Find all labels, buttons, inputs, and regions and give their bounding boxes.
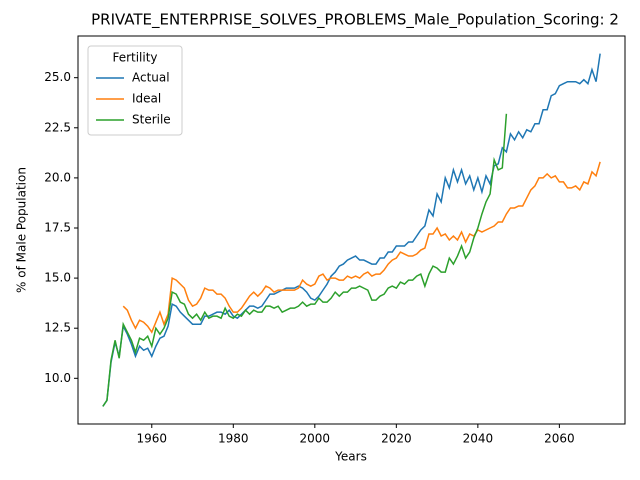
legend-label: Ideal [132, 92, 161, 106]
x-tick-label: 2040 [463, 432, 494, 446]
x-axis-label: Years [334, 450, 367, 464]
x-tick-label: 2060 [544, 432, 575, 446]
y-axis-label: % of Male Population [15, 167, 29, 293]
y-tick-label: 17.5 [44, 220, 71, 234]
y-tick-label: 15.0 [44, 271, 71, 285]
x-tick-label: 1980 [218, 432, 249, 446]
series-line [102, 113, 508, 407]
y-tick-label: 22.5 [44, 120, 71, 134]
y-tick-label: 10.0 [44, 371, 71, 385]
y-tick-label: 12.5 [44, 321, 71, 335]
series-line [122, 161, 601, 334]
x-tick-label: 2000 [300, 432, 331, 446]
x-tick-label: 2020 [381, 432, 412, 446]
chart-title: PRIVATE_ENTERPRISE_SOLVES_PROBLEMS_Male_… [91, 11, 619, 30]
series-line [102, 53, 601, 407]
legend-box [87, 45, 183, 136]
y-tick-label: 25.0 [44, 70, 71, 84]
y-tick-label: 20.0 [44, 170, 71, 184]
legend-label: Sterile [132, 113, 171, 127]
legend-label: Actual [132, 71, 170, 85]
legend-title: Fertility [112, 51, 157, 65]
x-tick-label: 1960 [137, 432, 168, 446]
plot-frame [77, 35, 626, 425]
